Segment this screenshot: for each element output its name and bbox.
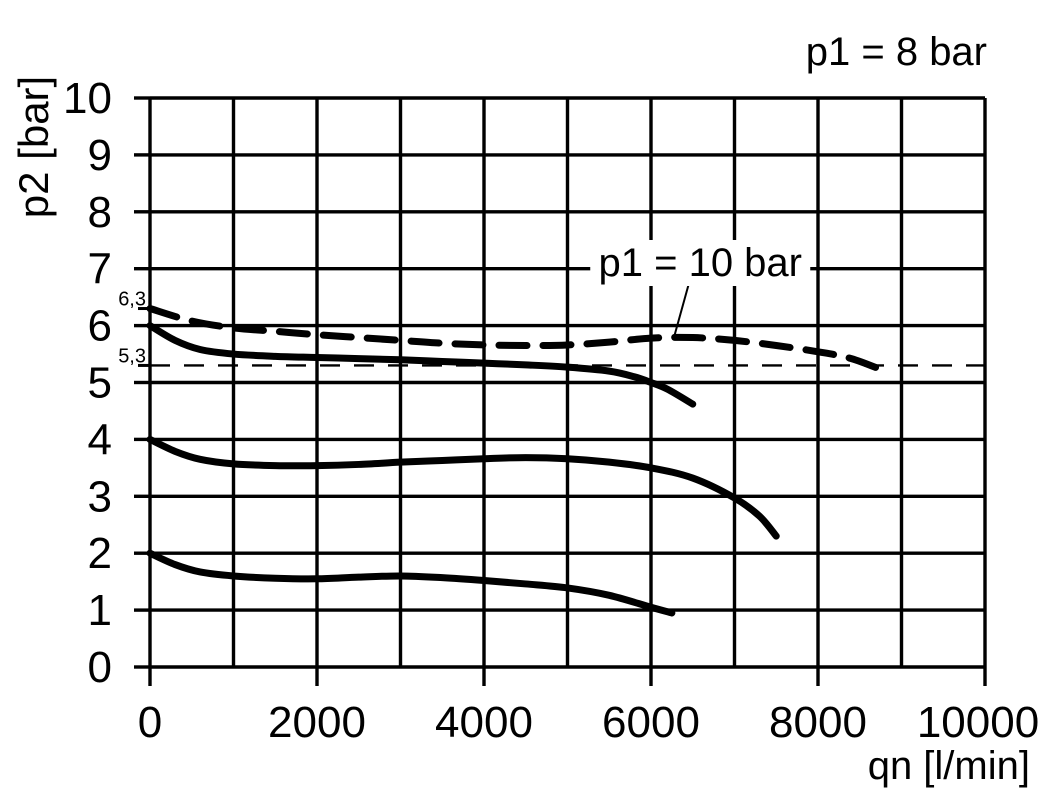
x-axis-label: qn [l/min] bbox=[867, 744, 1030, 788]
chart-title: p1 = 8 bar bbox=[805, 30, 987, 74]
y-tick-label: 1 bbox=[88, 586, 112, 635]
y-tick-label: 4 bbox=[88, 415, 112, 464]
y-tick-label: 9 bbox=[88, 131, 112, 180]
y-tick-label: 6 bbox=[88, 302, 112, 351]
y-tick-label: 7 bbox=[88, 245, 112, 294]
y-tick-label: 5 bbox=[88, 359, 112, 408]
y-tick-label: 3 bbox=[88, 472, 112, 521]
curve-p1-8bar bbox=[146, 549, 676, 617]
annotation-leader-line bbox=[673, 284, 690, 337]
x-tick-label: 8000 bbox=[769, 698, 867, 747]
x-tick-label: 2000 bbox=[268, 698, 366, 747]
curve-p1-8bar bbox=[146, 435, 780, 540]
y-tick-label: 10 bbox=[63, 74, 112, 123]
x-tick-label: 6000 bbox=[602, 698, 700, 747]
x-tick-label: 0 bbox=[138, 698, 162, 747]
x-tick-label: 10000 bbox=[917, 698, 1039, 747]
annotation-label: p1 = 10 bar bbox=[590, 240, 810, 286]
y-tick-label: 8 bbox=[88, 188, 112, 237]
curve-p1-10bar bbox=[146, 305, 889, 375]
y-subtick-label: 5,3 bbox=[118, 345, 146, 367]
y-axis-label: p2 [bar] bbox=[10, 75, 57, 219]
x-tick-label: 4000 bbox=[435, 698, 533, 747]
curve-p1-8bar bbox=[146, 322, 697, 408]
y-tick-label: 0 bbox=[88, 643, 112, 692]
y-subtick-label: 6,3 bbox=[118, 289, 146, 311]
y-tick-label: 2 bbox=[88, 529, 112, 578]
